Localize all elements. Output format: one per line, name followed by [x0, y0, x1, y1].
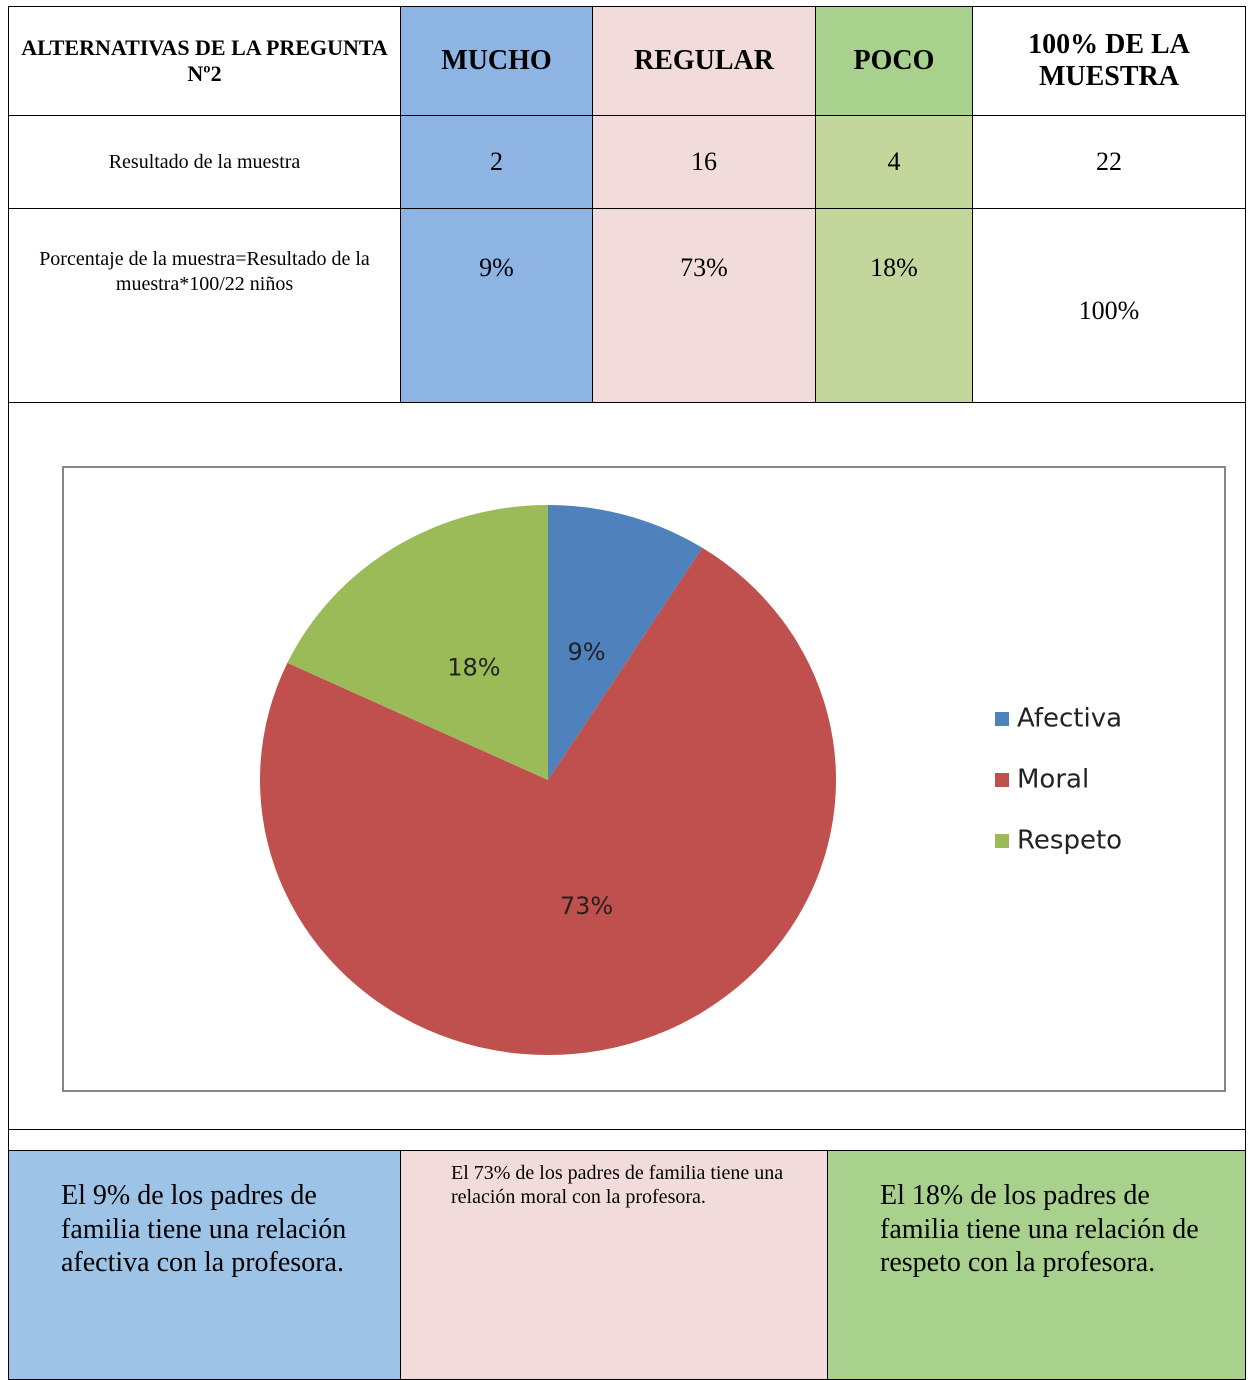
- chart-row: 9% 73% 18% Afectiva Moral Respeto: [8, 402, 1246, 1130]
- cell: Resultado de la muestra: [8, 115, 401, 209]
- data-label: 9%: [568, 638, 606, 666]
- row: Resultado de la muestra 2 16 4 22: [8, 115, 1246, 209]
- chart: 9% 73% 18% Afectiva Moral Respeto: [62, 466, 1226, 1092]
- header-row: ALTERNATIVAS DE LA PREGUNTA Nº2 MUCHO RE…: [8, 6, 1246, 116]
- legend-label: Respeto: [1017, 826, 1122, 856]
- chart-cell: 9% 73% 18% Afectiva Moral Respeto: [8, 402, 1246, 1130]
- header-cell: 100% DE LA MUESTRA: [972, 6, 1246, 116]
- cell: 22: [972, 115, 1246, 209]
- header-cell: ALTERNATIVAS DE LA PREGUNTA Nº2: [8, 6, 401, 116]
- pie-slice: [287, 505, 548, 780]
- legend-label: Moral: [1017, 765, 1089, 795]
- pie-slice: [548, 505, 703, 780]
- cell: 4: [815, 115, 973, 209]
- cell: 9%: [400, 208, 593, 403]
- page: ALTERNATIVAS DE LA PREGUNTA Nº2 MUCHO RE…: [8, 6, 1246, 1380]
- notes-row: El 9% de los padres de familia tiene una…: [8, 1150, 1246, 1380]
- cell: 73%: [592, 208, 816, 403]
- note: El 18% de los padres de familia tiene un…: [827, 1150, 1246, 1380]
- note: El 73% de los padres de familia tiene un…: [400, 1150, 828, 1380]
- legend-swatch: [995, 834, 1009, 848]
- cell: 2: [400, 115, 593, 209]
- row: Porcentaje de la muestra=Resultado de la…: [8, 208, 1246, 403]
- legend-swatch: [995, 773, 1009, 787]
- data-label: 18%: [447, 654, 500, 682]
- pie-slice: [260, 547, 837, 1055]
- cell: 100%: [972, 208, 1246, 403]
- header-cell: MUCHO: [400, 6, 593, 116]
- legend-swatch: [995, 712, 1009, 726]
- legend-label: Afectiva: [1017, 704, 1122, 734]
- cell: 18%: [815, 208, 973, 403]
- cell: Porcentaje de la muestra=Resultado de la…: [8, 208, 401, 403]
- header-cell: POCO: [815, 6, 973, 116]
- data-label: 73%: [560, 892, 613, 920]
- note: El 9% de los padres de familia tiene una…: [8, 1150, 401, 1380]
- results-table: ALTERNATIVAS DE LA PREGUNTA Nº2 MUCHO RE…: [8, 6, 1246, 1195]
- header-cell: REGULAR: [592, 6, 816, 116]
- notes-table: El 9% de los padres de familia tiene una…: [8, 1150, 1246, 1380]
- cell: 16: [592, 115, 816, 209]
